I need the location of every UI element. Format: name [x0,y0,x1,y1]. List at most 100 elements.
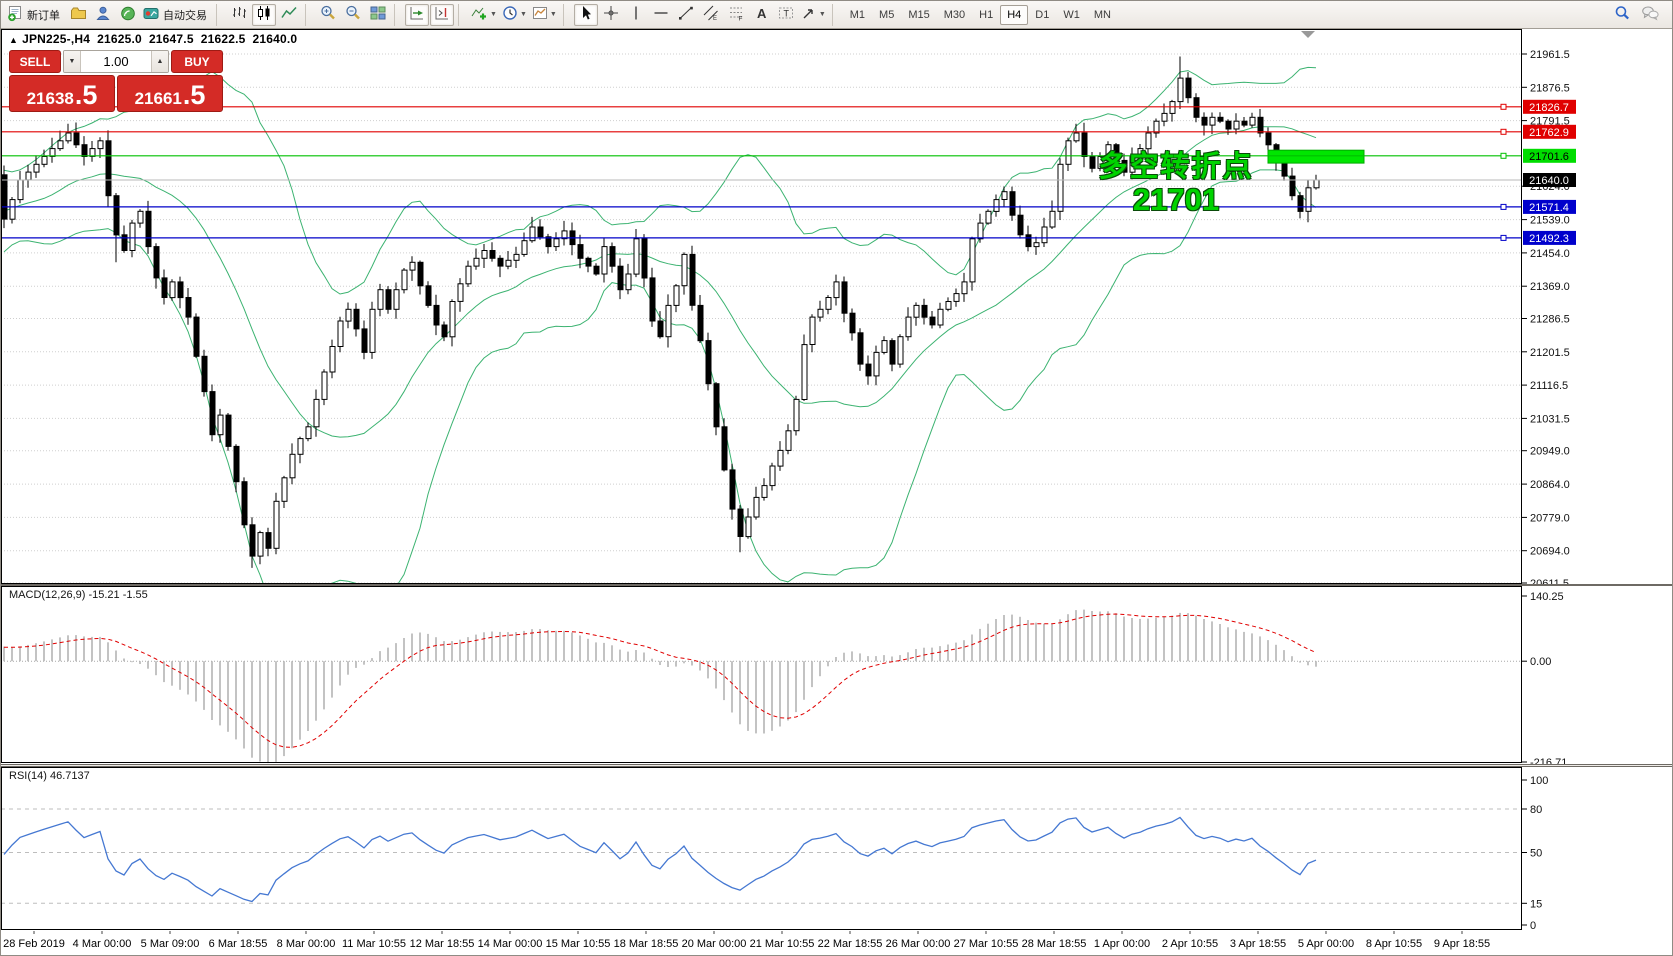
chart-shift-button[interactable] [430,3,454,26]
svg-text:15 Mar 10:55: 15 Mar 10:55 [546,938,611,950]
svg-text:80: 80 [1530,804,1542,816]
ohlc-open: 21625.0 [97,32,142,46]
svg-text:100: 100 [1530,775,1548,787]
timeframe-toolbar: M1 M5 M15 M30 H1 H4 D1 W1 MN [843,4,1118,25]
svg-text:21539.0: 21539.0 [1530,215,1570,227]
label-tool-icon: T [778,5,794,24]
svg-text:1 Apr 00:00: 1 Apr 00:00 [1094,938,1150,950]
panel-splitter[interactable] [1,764,1672,767]
toolbar-separator [831,3,839,26]
zoom-out-button[interactable] [341,4,365,26]
new-order-button[interactable]: 新订单 [5,4,65,26]
svg-text:50: 50 [1530,848,1542,860]
search-button[interactable] [1610,4,1634,26]
rsi-indicator-canvas[interactable]: 100 80 50 15 0 [1,767,1672,932]
timeframe-button-H1[interactable]: H1 [972,5,1000,25]
periods-clock-icon [502,5,518,24]
auto-scroll-button[interactable] [405,3,429,26]
time-axis[interactable]: 28 Feb 2019 4 Mar 00:00 5 Mar 09:00 6 Mar 1… [1,931,1672,955]
svg-text:20779.0: 20779.0 [1530,512,1570,524]
svg-text:21492.3: 21492.3 [1529,233,1569,245]
svg-text:22 Mar 18:55: 22 Mar 18:55 [818,938,883,950]
svg-text:A: A [757,6,767,21]
svg-text:21701.6: 21701.6 [1529,151,1569,163]
horizontal-line-tool-button[interactable] [649,4,673,26]
search-icon [1614,5,1631,25]
svg-text:20694.0: 20694.0 [1530,546,1570,558]
channel-tool-button[interactable]: E [699,4,723,26]
timeframe-button-D1[interactable]: D1 [1028,5,1056,25]
chat-button[interactable] [1638,4,1662,26]
trendline-tool-button[interactable] [674,4,698,26]
text-tool-icon: A [753,5,769,24]
timeframe-button-M15[interactable]: M15 [901,5,936,25]
auto-trading-button[interactable]: 自动交易 [141,4,212,26]
svg-text:21826.7: 21826.7 [1529,102,1569,114]
panel-splitter[interactable] [1,584,1672,586]
timeframe-button-M5[interactable]: M5 [872,5,901,25]
arrows-tool-button[interactable]: ▼ [799,4,828,26]
charts-profile-button[interactable] [66,4,90,26]
svg-text:20949.0: 20949.0 [1530,446,1570,458]
chart-header: ▲ JPN225-,H4 21625.0 21647.5 21622.5 21640.0 [9,32,304,46]
sell-price-button[interactable]: 21638 .5 [9,75,115,112]
volume-decrease-button[interactable]: ▼ [64,51,81,72]
crosshair-tool-button[interactable] [599,4,623,26]
volume-increase-button[interactable]: ▲ [151,51,168,72]
svg-text:F: F [738,16,742,22]
svg-text:21640.0: 21640.0 [1529,175,1569,187]
text-tool-button[interactable]: A [749,4,773,26]
cursor-icon [578,5,594,24]
svg-text:27 Mar 10:55: 27 Mar 10:55 [954,938,1019,950]
tile-windows-button[interactable] [366,4,390,26]
timeframe-button-MN[interactable]: MN [1087,5,1118,25]
timeframe-button-M30[interactable]: M30 [937,5,972,25]
zoom-in-button[interactable] [316,4,340,26]
new-order-icon [7,5,24,25]
ohlc-high: 21647.5 [148,32,194,46]
vertical-line-icon [628,5,644,24]
main-chart-canvas[interactable]: 21961.5 21876.5 21791.5 21624.0 21539.0 21454… [1,29,1672,617]
signals-button[interactable] [116,4,140,26]
arrows-icon [801,5,817,24]
buy-price-frac: .5 [182,80,206,111]
indicators-button[interactable]: ▼ [469,4,499,26]
label-tool-button[interactable]: T [774,4,798,26]
one-click-collapse-icon[interactable]: ▲ [9,35,19,45]
channel-icon: E [703,5,719,24]
fibonacci-tool-button[interactable]: F [724,4,748,26]
templates-button[interactable]: ▼ [530,4,559,26]
svg-text:21 Mar 10:55: 21 Mar 10:55 [750,938,815,950]
sell-button[interactable]: SELL [9,50,61,73]
line-chart-mode-button[interactable] [277,4,301,26]
svg-text:8 Apr 10:55: 8 Apr 10:55 [1366,938,1422,950]
mql-community-button[interactable] [91,4,115,26]
periods-button[interactable]: ▼ [500,4,529,26]
dropdown-arrow-icon: ▼ [818,11,826,18]
timeframe-button-W1[interactable]: W1 [1056,5,1087,25]
macd-indicator-canvas[interactable]: 140.25 0.00 -216.71 [1,586,1672,769]
buy-price-button[interactable]: 21661 .5 [117,75,223,112]
vertical-line-tool-button[interactable] [624,4,648,26]
dropdown-arrow-icon: ▼ [519,11,527,18]
svg-text:-216.71: -216.71 [1530,757,1567,764]
svg-text:21961.5: 21961.5 [1530,49,1570,61]
svg-text:18 Mar 18:55: 18 Mar 18:55 [614,938,679,950]
volume-value[interactable]: 1.00 [103,54,129,69]
volume-stepper: ▼ 1.00 ▲ [63,50,169,73]
svg-text:2 Apr 10:55: 2 Apr 10:55 [1162,938,1218,950]
candlestick-mode-button[interactable] [252,3,276,26]
mql-community-icon [95,5,112,25]
toolbar-separator [216,3,223,26]
svg-text:0.00: 0.00 [1530,656,1551,668]
bar-chart-mode-button[interactable] [227,4,251,26]
svg-text:5 Mar 09:00: 5 Mar 09:00 [141,938,200,950]
symbol-period-label: JPN225-,H4 [22,32,91,46]
svg-text:T: T [783,9,789,19]
cursor-tool-button[interactable] [573,3,598,26]
buy-button[interactable]: BUY [171,50,223,73]
timeframe-button-M1[interactable]: M1 [843,5,872,25]
timeframe-button-H4[interactable]: H4 [1000,4,1029,25]
svg-text:21201.5: 21201.5 [1530,347,1570,359]
svg-text:12 Mar 18:55: 12 Mar 18:55 [410,938,475,950]
